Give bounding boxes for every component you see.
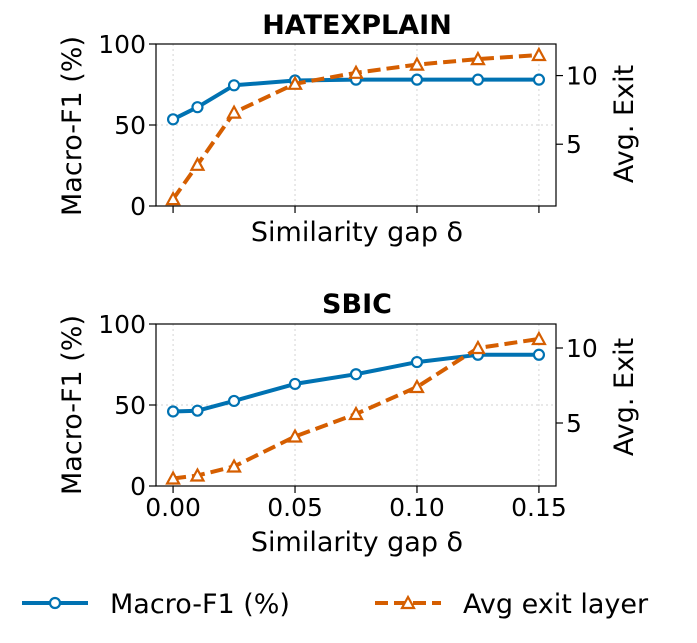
data-point-avg-exit xyxy=(348,405,364,421)
y-tick-label: 100 xyxy=(98,310,146,339)
data-point-macro-f1 xyxy=(227,394,241,408)
y-tick-label: 50 xyxy=(114,391,146,420)
plot-frame xyxy=(155,43,557,207)
data-point-macro-f1 xyxy=(410,355,424,369)
legend-marker-circle xyxy=(48,596,62,610)
data-point-avg-exit xyxy=(531,330,547,346)
data-point-avg-exit xyxy=(165,190,181,206)
chart-title: HATEXPLAIN xyxy=(262,10,452,41)
data-point-macro-f1 xyxy=(349,368,363,381)
series-line-macro-f1 xyxy=(173,352,539,414)
x-axis-label: Similarity gap δ xyxy=(251,217,463,248)
y-tick-label: 0 xyxy=(130,472,146,501)
chart-panel-hatexplain: HATEXPLAIN Macro-F1 (%) Avg. Exit Simila… xyxy=(57,10,640,248)
y2-tick-label: 5 xyxy=(566,130,582,159)
data-point-avg-exit xyxy=(531,46,547,62)
data-point-macro-f1 xyxy=(227,79,241,92)
plot-frame xyxy=(155,323,557,487)
series-line-avg-exit xyxy=(172,337,540,481)
data-point-avg-exit xyxy=(226,104,242,119)
data-point-avg-exit xyxy=(226,458,242,473)
data-point-macro-f1 xyxy=(166,113,180,126)
series-line-macro-f1 xyxy=(172,77,539,122)
y-tick-label: 100 xyxy=(98,30,146,59)
data-point-avg-exit xyxy=(165,470,181,485)
data-point-macro-f1 xyxy=(410,73,424,86)
y-axis-label: Macro-F1 (%) xyxy=(57,36,88,216)
y-tick-label: 0 xyxy=(130,192,146,221)
series-line-avg-exit xyxy=(171,53,540,201)
legend-label: Avg exit layer xyxy=(463,589,649,620)
data-point-macro-f1 xyxy=(191,404,204,417)
legend-marker-triangle xyxy=(400,594,416,610)
chart-title: SBIC xyxy=(322,289,392,320)
y2-axis-label: Avg. Exit xyxy=(609,65,640,183)
data-point-macro-f1 xyxy=(532,348,546,361)
data-point-macro-f1 xyxy=(166,405,180,418)
chart-panel-sbic: SBIC Macro-F1 (%) Avg. Exit Similarity g… xyxy=(57,289,640,558)
data-point-macro-f1 xyxy=(191,101,204,114)
data-point-avg-exit xyxy=(189,156,206,171)
data-point-avg-exit xyxy=(348,64,364,79)
data-point-macro-f1 xyxy=(288,377,302,391)
data-point-avg-exit xyxy=(409,56,425,71)
legend: Macro-F1 (%) Avg exit layer xyxy=(22,589,649,620)
y2-axis-label: Avg. Exit xyxy=(609,338,640,456)
y2-tick-label: 5 xyxy=(566,409,582,438)
y2-tick-label: 10 xyxy=(566,334,598,363)
x-tick-label: 0.15 xyxy=(511,493,567,522)
x-tick-label: 0.00 xyxy=(145,493,201,522)
legend-label: Macro-F1 (%) xyxy=(110,589,290,620)
legend-item-macro-f1: Macro-F1 (%) xyxy=(22,589,290,620)
data-point-macro-f1 xyxy=(471,73,485,86)
data-point-macro-f1 xyxy=(532,73,546,86)
data-point-avg-exit xyxy=(189,467,206,482)
legend-item-avg-exit: Avg exit layer xyxy=(375,589,649,620)
x-axis-label: Similarity gap δ xyxy=(251,527,463,558)
data-point-avg-exit xyxy=(470,50,486,66)
x-tick-label: 0.10 xyxy=(389,493,445,522)
data-point-avg-exit xyxy=(287,75,303,90)
data-point-avg-exit xyxy=(287,428,303,443)
data-point-avg-exit xyxy=(470,339,486,355)
y2-tick-label: 10 xyxy=(566,62,598,91)
y-tick-label: 50 xyxy=(114,111,146,140)
y-axis-label: Macro-F1 (%) xyxy=(57,315,88,495)
data-point-avg-exit xyxy=(409,378,425,394)
x-tick-label: 0.05 xyxy=(267,493,323,522)
